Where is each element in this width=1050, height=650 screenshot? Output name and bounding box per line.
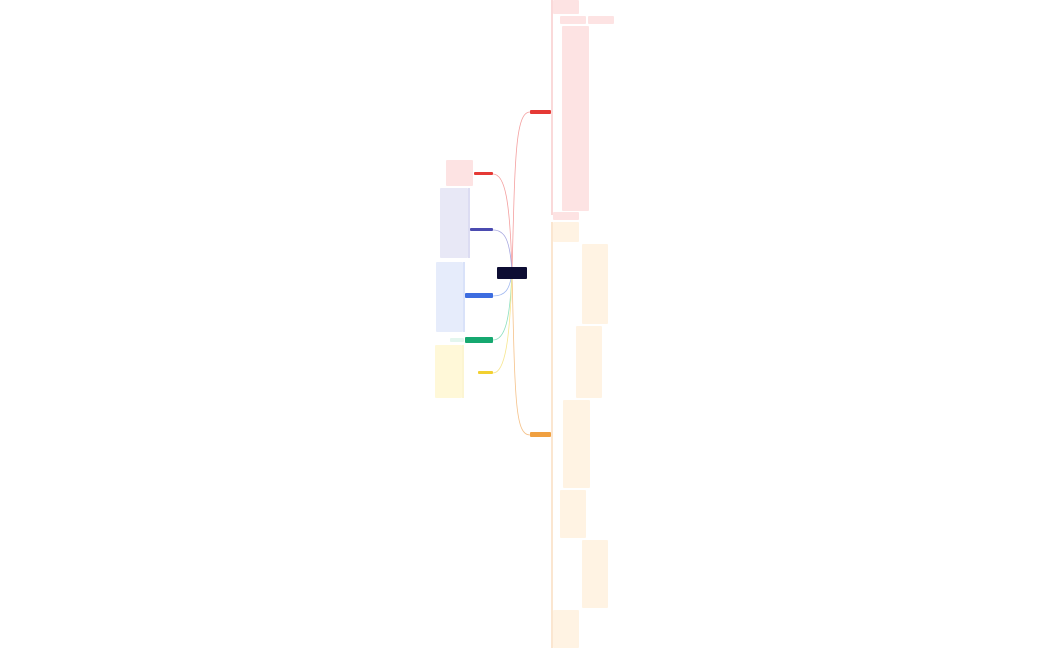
branch-left-blue[interactable] xyxy=(465,293,493,298)
central-topic[interactable] xyxy=(497,267,527,279)
leaf-node-group[interactable] xyxy=(446,160,473,186)
branch-right-orange[interactable] xyxy=(530,432,551,437)
leaf-node-group[interactable] xyxy=(435,345,462,398)
leaf-node-group[interactable] xyxy=(582,540,608,608)
leaf-node-group[interactable] xyxy=(562,26,589,211)
branch-left-yellow[interactable] xyxy=(478,371,493,374)
leaf-node-group[interactable] xyxy=(553,610,579,648)
leaf-node[interactable] xyxy=(553,222,579,242)
connector-right-orange xyxy=(511,271,531,436)
leaf-node[interactable] xyxy=(553,212,579,220)
connector-left-red xyxy=(492,173,513,273)
leaf-node-group[interactable] xyxy=(436,262,463,332)
branch-right-red[interactable] xyxy=(530,110,551,114)
connector-left-yellow xyxy=(492,271,513,374)
connector-left-green xyxy=(492,271,513,341)
leaf-node-group[interactable] xyxy=(563,400,590,488)
leaf-node-group[interactable] xyxy=(560,490,586,538)
connector-right-red xyxy=(511,111,531,273)
leaf-node[interactable] xyxy=(560,16,586,24)
leaf-node-group[interactable] xyxy=(440,188,468,258)
connector-left-purple xyxy=(492,229,513,273)
leaf-node-group[interactable] xyxy=(582,244,608,324)
branch-left-purple[interactable] xyxy=(470,228,493,231)
branch-left-red[interactable] xyxy=(474,172,493,175)
leaf-node[interactable] xyxy=(588,16,614,24)
leaf-node[interactable] xyxy=(450,338,464,342)
leaf-node[interactable] xyxy=(553,0,579,14)
branch-left-green[interactable] xyxy=(465,337,493,343)
leaf-node-group[interactable] xyxy=(576,326,602,398)
